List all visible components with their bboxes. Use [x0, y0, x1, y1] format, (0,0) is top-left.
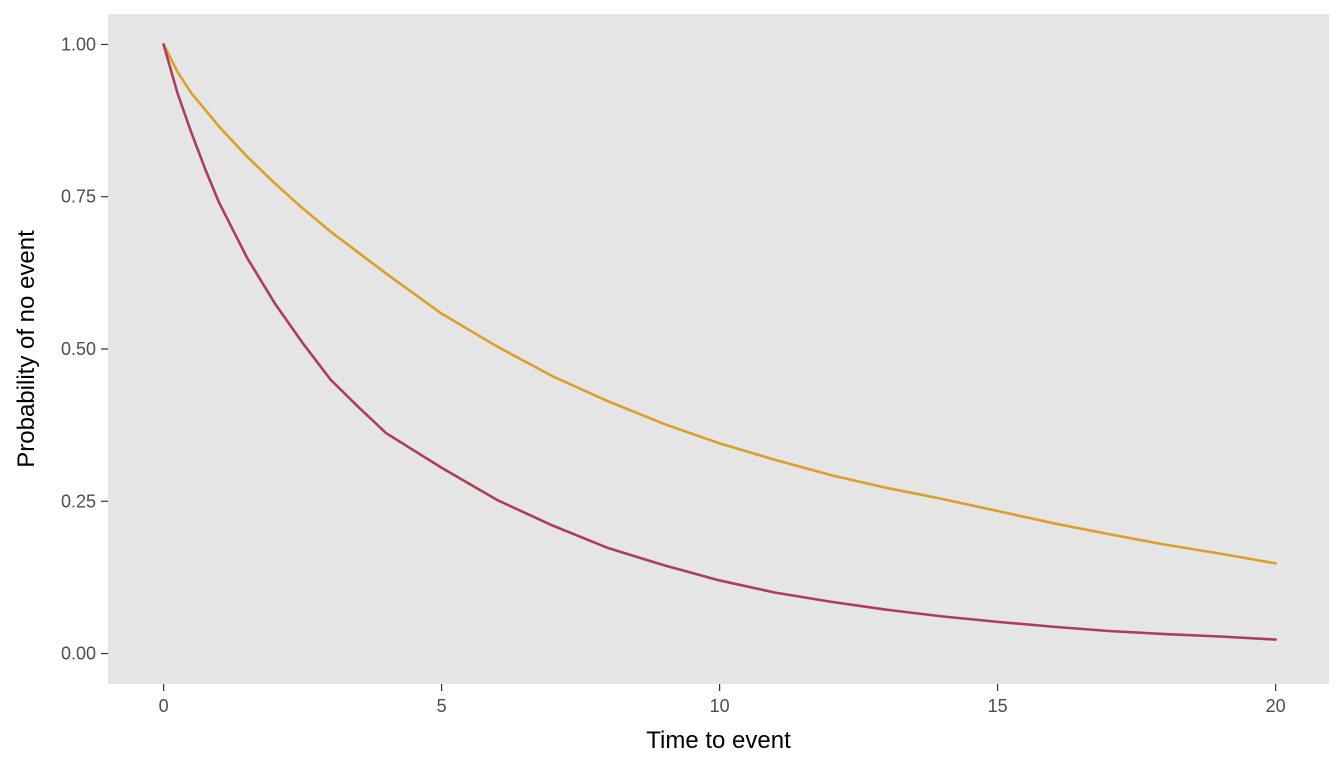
- x-tick-label: 15: [988, 696, 1008, 716]
- y-axis: 0.00 0.25 0.50 0.75 1.00: [61, 34, 108, 664]
- plot-panel: [108, 14, 1329, 684]
- series-layer: [162, 43, 1277, 641]
- x-tick-label: 10: [710, 696, 730, 716]
- y-tick-label: 1.00: [61, 34, 96, 54]
- x-tick-label: 5: [437, 696, 447, 716]
- x-tick-label: 20: [1266, 696, 1286, 716]
- y-tick-label: 0.25: [61, 491, 96, 511]
- series-line-1: [162, 43, 1277, 565]
- y-tick-label: 0.00: [61, 644, 96, 664]
- x-axis-title: Time to event: [646, 727, 791, 754]
- series-line-2: [162, 43, 1277, 641]
- x-tick-label: 0: [159, 696, 169, 716]
- y-tick-label: 0.75: [61, 187, 96, 207]
- y-axis-title: Probability of no event: [13, 230, 40, 468]
- y-tick-label: 0.50: [61, 339, 96, 359]
- x-axis: 0 5 10 15 20: [159, 684, 1286, 716]
